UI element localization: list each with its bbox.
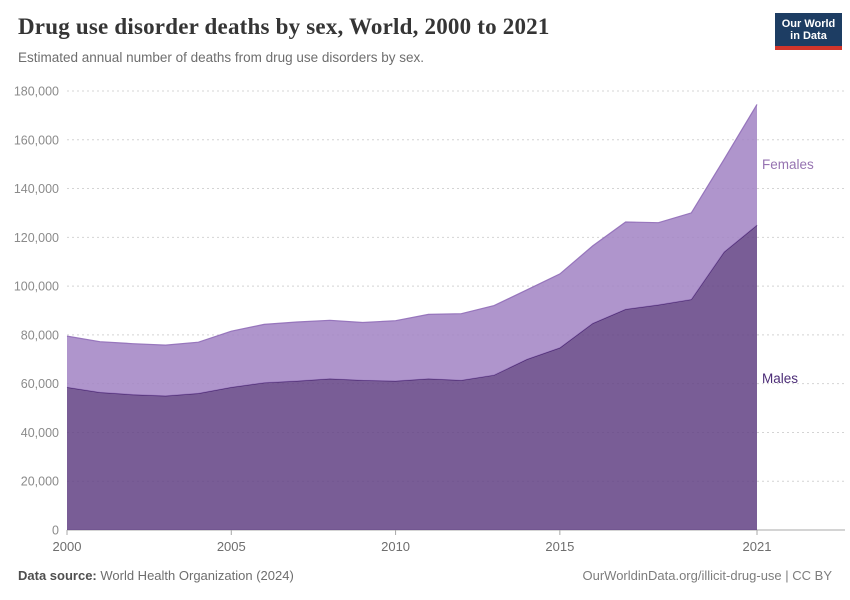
owid-logo-line2: in Data <box>790 29 827 42</box>
owid-url-link[interactable]: OurWorldinData.org/illicit-drug-use | CC… <box>582 568 833 583</box>
x-tick-label: 2015 <box>545 539 574 554</box>
y-tick-label: 100,000 <box>14 280 59 294</box>
area-females[interactable] <box>67 104 757 396</box>
page-title: Drug use disorder deaths by sex, World, … <box>18 14 550 39</box>
data-source-value: World Health Organization (2024) <box>96 568 294 583</box>
area-top-line-females <box>66 104 758 346</box>
area-males[interactable] <box>67 225 757 530</box>
legend-label-females[interactable]: Females <box>762 157 814 172</box>
y-tick-label: 60,000 <box>21 377 59 391</box>
y-tick-label: 80,000 <box>21 328 59 342</box>
data-source-label: Data source: <box>18 568 97 583</box>
x-tick-label: 2021 <box>743 539 772 554</box>
y-tick-label: 0 <box>52 524 59 538</box>
y-tick-label: 20,000 <box>21 475 59 489</box>
x-tick-label: 2010 <box>381 539 410 554</box>
owid-logo[interactable]: Our World in Data <box>775 13 842 50</box>
footer: Data source: World Health Organization (… <box>0 568 850 600</box>
x-tick-label: 2005 <box>217 539 246 554</box>
y-tick-label: 180,000 <box>14 85 59 99</box>
page-subtitle: Estimated annual number of deaths from d… <box>18 50 424 65</box>
y-tick-label: 120,000 <box>14 231 59 245</box>
plot-area: 0 20,000 40,000 60,000 80,000 100,000 120,000 1… <box>14 85 845 554</box>
y-tick-label: 160,000 <box>14 133 59 147</box>
y-tick-label: 40,000 <box>21 426 59 440</box>
legend-label-males[interactable]: Males <box>762 371 799 386</box>
x-tick-label: 2000 <box>53 539 82 554</box>
owid-logo-line1: Our World <box>781 17 836 30</box>
data-source-note: Data source: World Health Organization (… <box>18 568 294 600</box>
y-tick-label: 140,000 <box>14 182 59 196</box>
